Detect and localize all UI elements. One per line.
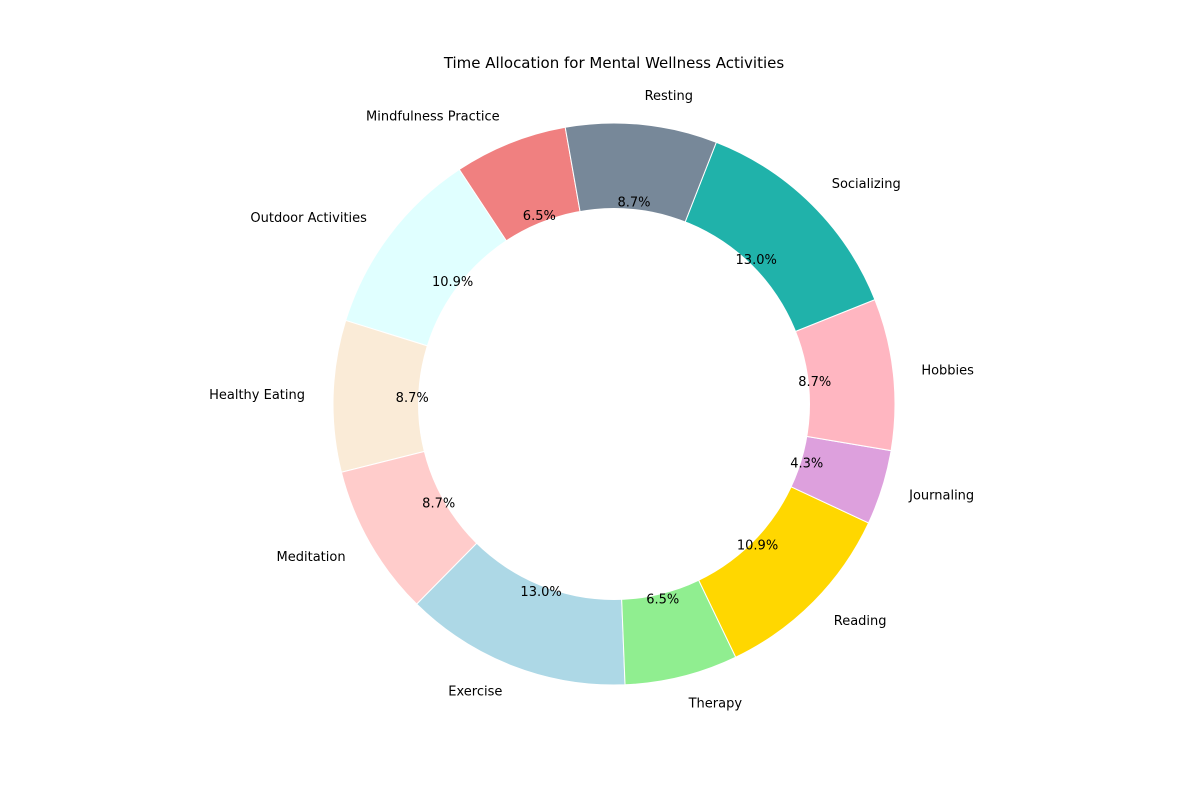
percent-label: 13.0%	[736, 253, 777, 268]
chart-title: Time Allocation for Mental Wellness Acti…	[443, 54, 785, 72]
percent-label: 10.9%	[432, 275, 473, 290]
percent-label: 8.7%	[798, 375, 831, 390]
percent-label: 8.7%	[422, 497, 455, 512]
percent-label: 8.7%	[396, 391, 429, 406]
donut-hole	[418, 208, 810, 600]
slice-label: Mindfulness Practice	[366, 109, 500, 124]
slice-label: Hobbies	[921, 364, 974, 379]
percent-label: 13.0%	[520, 585, 561, 600]
slice-label: Resting	[645, 89, 693, 104]
slice-label: Therapy	[688, 696, 743, 711]
slice-label: Exercise	[448, 685, 502, 700]
slice-label: Meditation	[277, 550, 346, 565]
percent-label: 6.5%	[523, 209, 556, 224]
percent-label: 10.9%	[737, 538, 778, 553]
slice-label: Healthy Eating	[209, 388, 305, 403]
slice-label: Reading	[834, 614, 887, 629]
slice-label: Outdoor Activities	[250, 211, 367, 226]
slice-label: Socializing	[832, 177, 901, 192]
labels-layer: Mindfulness Practice 6.5% Outdoor Activiti…	[209, 89, 974, 712]
slice-label: Journaling	[908, 488, 974, 503]
percent-label: 8.7%	[617, 196, 650, 211]
percent-label: 4.3%	[790, 457, 823, 472]
percent-label: 6.5%	[646, 592, 679, 607]
